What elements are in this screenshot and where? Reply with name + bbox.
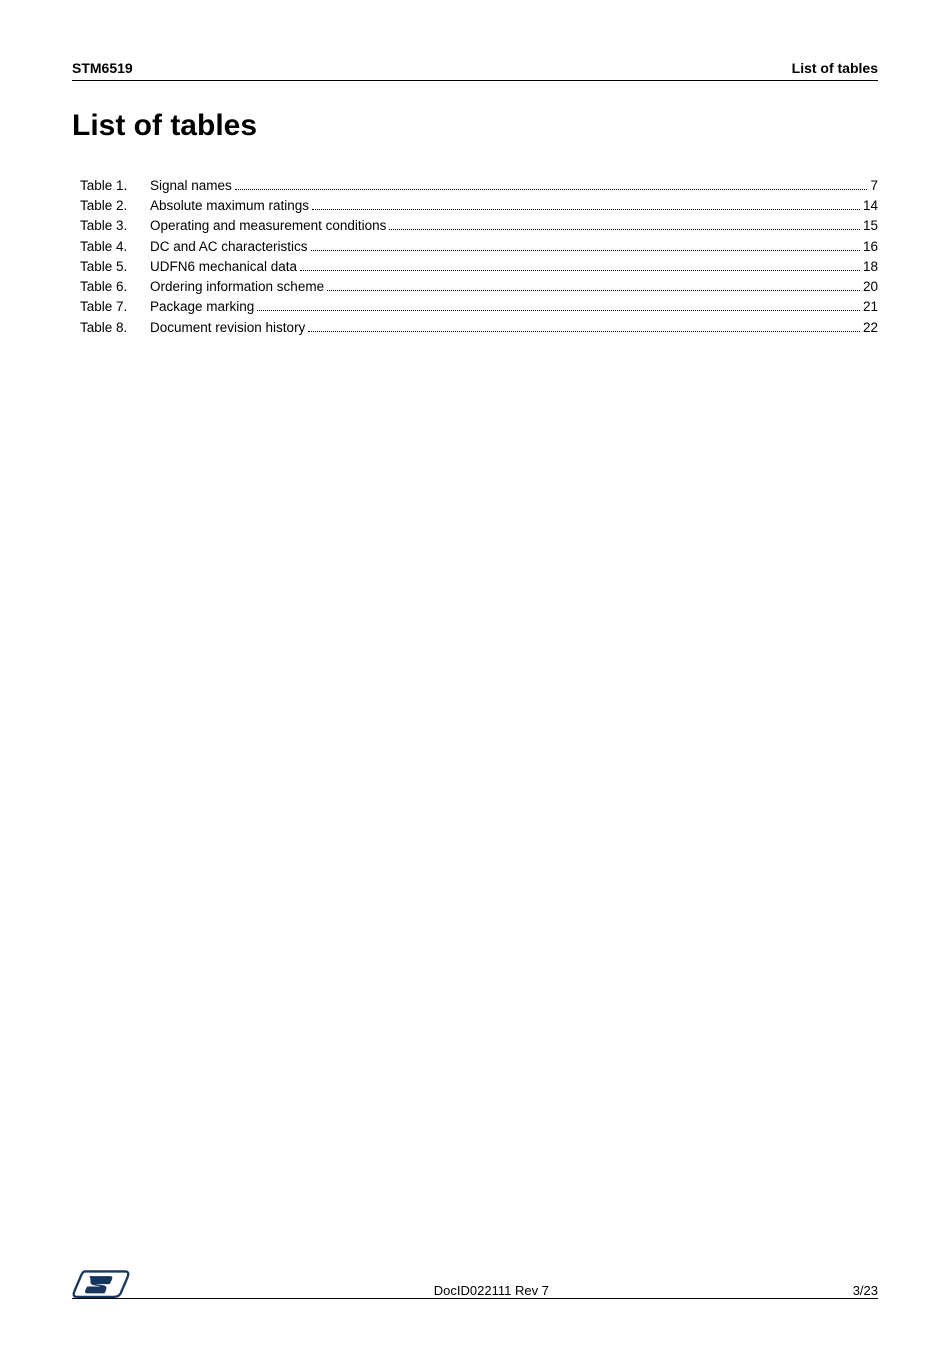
toc-page: 14 [863,197,878,215]
toc-text: Signal names [150,177,232,195]
toc-text: Ordering information scheme [150,278,324,296]
toc-label: Table 1. [72,177,150,195]
toc-row[interactable]: Table 6.Ordering information scheme 20 [72,278,878,296]
toc-leader [257,304,860,311]
toc-label: Table 4. [72,238,150,256]
page-footer: DocID022111 Rev 7 3/23 [72,1266,878,1299]
page-header: STM6519 List of tables [72,60,878,81]
toc-text: Package marking [150,298,254,316]
toc-row[interactable]: Table 4.DC and AC characteristics 16 [72,238,878,256]
footer-page: 3/23 [853,1283,878,1298]
toc-label: Table 8. [72,319,150,337]
toc-row[interactable]: Table 7.Package marking 21 [72,298,878,316]
toc-text: Document revision history [150,319,305,337]
toc-label: Table 7. [72,298,150,316]
toc-leader [308,324,860,331]
toc-page: 7 [870,177,878,195]
toc-page: 15 [863,217,878,235]
toc-row[interactable]: Table 1.Signal names 7 [72,177,878,195]
toc-page: 21 [863,298,878,316]
toc-row[interactable]: Table 3.Operating and measurement condit… [72,217,878,235]
footer-docid: DocID022111 Rev 7 [130,1283,853,1298]
toc-leader [300,263,860,270]
toc-text: UDFN6 mechanical data [150,258,297,276]
st-logo-icon [72,1268,130,1298]
toc-text: DC and AC characteristics [150,238,308,256]
toc-leader [327,284,860,291]
toc-label: Table 5. [72,258,150,276]
header-left: STM6519 [72,60,133,76]
toc-row[interactable]: Table 5.UDFN6 mechanical data 18 [72,258,878,276]
toc-page: 22 [863,319,878,337]
header-right: List of tables [792,60,878,76]
toc-row[interactable]: Table 2.Absolute maximum ratings 14 [72,197,878,215]
toc-leader [235,183,868,190]
toc-page: 18 [863,258,878,276]
toc-page: 16 [863,238,878,256]
toc-label: Table 2. [72,197,150,215]
toc-leader [311,243,860,250]
toc-row[interactable]: Table 8.Document revision history 22 [72,319,878,337]
toc-label: Table 6. [72,278,150,296]
toc-leader [389,223,860,230]
toc-label: Table 3. [72,217,150,235]
footer-rule [72,1298,878,1299]
toc-text: Absolute maximum ratings [150,197,309,215]
toc-text: Operating and measurement conditions [150,217,386,235]
list-of-tables: Table 1.Signal names 7 Table 2.Absolute ma… [72,177,878,337]
toc-page: 20 [863,278,878,296]
page-title: List of tables [72,109,878,143]
toc-leader [312,203,860,210]
